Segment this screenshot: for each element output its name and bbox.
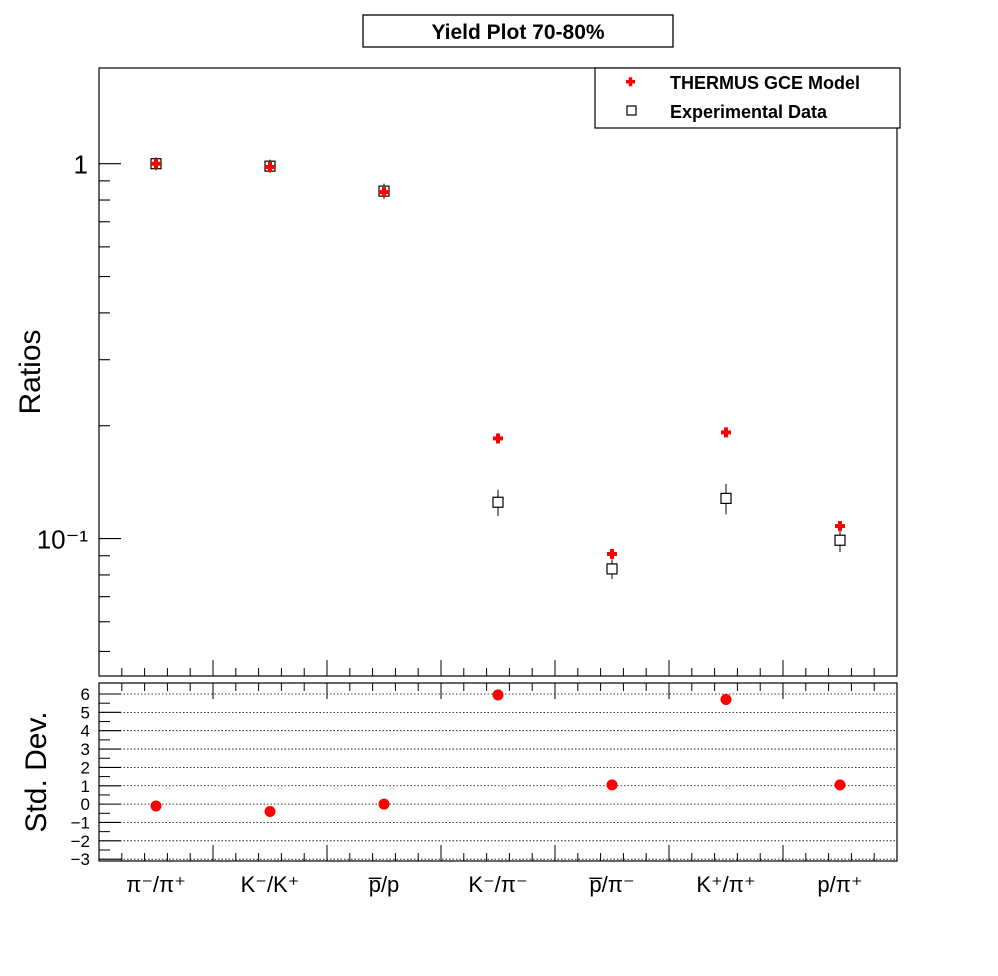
legend-data-label: Experimental Data bbox=[670, 102, 828, 122]
std-dev-y-tick-label: −2 bbox=[71, 832, 90, 851]
model-point bbox=[721, 427, 731, 438]
model-points bbox=[151, 158, 845, 559]
category-label: p/π⁺ bbox=[817, 872, 862, 897]
ratio-axis-title: Ratios bbox=[14, 329, 47, 414]
legend-model-marker bbox=[626, 77, 635, 87]
legend-model-label: THERMUS GCE Model bbox=[670, 73, 860, 93]
category-label: K⁻/π⁻ bbox=[468, 872, 527, 897]
ratio-y-ticks: 1 10⁻¹ bbox=[37, 150, 121, 652]
std-dev-points bbox=[150, 689, 846, 817]
std-dev-y-tick-label: 5 bbox=[81, 703, 90, 722]
data-point bbox=[720, 492, 732, 504]
std-dev-y-tick-label: −1 bbox=[71, 813, 90, 832]
model-point bbox=[265, 161, 275, 172]
chart-title-box: Yield Plot 70-80% bbox=[362, 14, 674, 48]
data-point bbox=[606, 563, 618, 575]
model-point bbox=[607, 548, 617, 559]
std-dev-point bbox=[150, 800, 162, 812]
model-point bbox=[151, 158, 161, 169]
model-point bbox=[835, 521, 845, 532]
bottom-panel-frame bbox=[98, 682, 898, 862]
model-point bbox=[493, 433, 503, 444]
category-labels: π⁻/π⁺ K⁻/K⁺ p̅/p K⁻/π⁻ p̅/π⁻ K⁺/π⁺ p/π⁺ bbox=[126, 872, 862, 897]
std-dev-point bbox=[492, 689, 504, 701]
category-label: K⁺/π⁺ bbox=[696, 872, 755, 897]
category-label: p̅/p bbox=[368, 872, 399, 897]
category-label: K⁻/K⁺ bbox=[241, 872, 300, 897]
category-label: π⁻/π⁺ bbox=[126, 872, 186, 897]
std-dev-y-tick-label: 6 bbox=[81, 685, 90, 704]
std-dev-axis-title: Std. Dev. bbox=[20, 711, 53, 832]
data-point bbox=[834, 534, 846, 546]
std-dev-point bbox=[834, 779, 846, 791]
std-dev-y-tick-label: −3 bbox=[71, 850, 90, 869]
category-x-ticks bbox=[98, 660, 898, 861]
category-label: p̅/π⁻ bbox=[589, 872, 635, 897]
ratio-y-tick-label: 1 bbox=[74, 150, 88, 180]
data-point bbox=[492, 496, 504, 508]
chart-title: Yield Plot 70-80% bbox=[431, 21, 604, 44]
top-panel-frame bbox=[98, 67, 898, 677]
std-dev-point bbox=[264, 805, 276, 817]
ratio-y-tick-label: 10⁻¹ bbox=[37, 525, 89, 555]
std-dev-point bbox=[606, 779, 618, 791]
std-dev-point bbox=[378, 798, 390, 810]
std-dev-y-tick-label: 2 bbox=[81, 758, 90, 777]
ratio-data-points bbox=[150, 157, 846, 580]
legend-data-marker bbox=[626, 105, 637, 116]
std-dev-point bbox=[720, 694, 732, 706]
std-dev-grid bbox=[99, 693, 897, 860]
std-dev-y-tick-label: 0 bbox=[81, 795, 90, 814]
std-dev-y-tick-label: 1 bbox=[81, 777, 90, 796]
std-dev-y-tick-label: 3 bbox=[81, 740, 90, 759]
legend: THERMUS GCE Model Experimental Data bbox=[594, 67, 901, 129]
model-point bbox=[379, 187, 389, 198]
std-dev-y-tick-label: 4 bbox=[81, 722, 90, 741]
